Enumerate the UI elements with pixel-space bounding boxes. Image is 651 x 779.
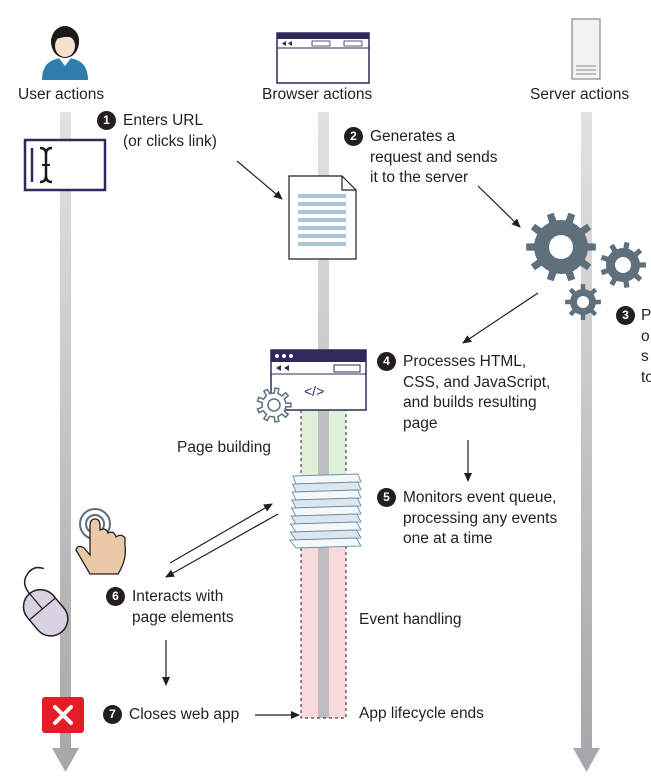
mouse-icon [22,566,69,637]
step-5-line-2: processing any events [403,509,558,527]
tap-hand-icon [75,508,126,575]
queue-sheet [292,473,362,485]
queue-sheet [290,505,362,517]
queue-sheet [289,521,362,533]
step-2-line-1: Generates a [370,128,456,145]
step-2-line-2: request and sends [370,148,498,166]
queue-sheet [291,481,362,493]
step-4-badge: 4 [377,352,396,371]
queue-sheet [290,513,362,525]
step-5-badge: 5 [377,488,396,507]
event-queue-icon [288,473,362,549]
small-gear-icon [565,284,601,320]
user-lifeline [52,112,79,772]
step-3-line-2: o [641,327,650,345]
queue-sheet [291,497,362,509]
step-1-line-1: Enters URL [123,112,204,129]
step-7-line-1: Closes web app [129,706,240,723]
large-gear-icon [526,212,596,282]
flow-arrows [162,160,539,719]
step-3-line-1: P [641,307,651,324]
server-lifeline [573,112,600,772]
step-2-badge: 2 [344,127,363,146]
text-cursor-icon [23,138,107,192]
step-4-line-4: page [403,414,438,432]
step-3-line-4: to [641,368,651,386]
arrow-request-to-server [477,185,521,228]
step-6-line-1: Interacts with [132,588,224,605]
step-3-badge: 3 [616,306,635,325]
step-6-line-2: page elements [132,608,234,626]
close-icon [42,697,84,733]
queue-sheet [291,489,362,501]
user-actions-header: User actions [18,86,105,103]
svg-text:</>: </> [304,383,324,399]
user-icon [42,26,88,80]
document-icon [288,175,357,260]
step-2-line-3: it to the server [370,169,469,186]
step-5-line-1: Monitors event queue, [403,489,557,506]
step-4-line-3: and builds resulting [403,394,537,411]
server-icon [571,18,601,80]
server-actions-header: Server actions [530,86,630,103]
step-1-line-2: (or clicks link) [123,132,217,150]
medium-gear-icon [600,242,646,288]
page-building-label: Page building [177,439,271,456]
browser-window-icon [276,32,370,84]
queue-sheet [288,537,362,549]
arrow-interact-to-queue [169,503,273,564]
step-6-badge: 6 [106,587,125,606]
queue-sheet [289,529,362,541]
step-4-line-1: Processes HTML, [403,353,527,370]
arrow-response-to-browser [462,292,539,344]
code-gear-icon [256,387,292,423]
step-4-line-2: CSS, and JavaScript, [403,373,551,391]
lifecycle-end-label: App lifecycle ends [359,705,484,722]
step-5-line-3: one at a time [403,530,493,547]
gears-icon [526,212,646,320]
browser-actions-header: Browser actions [262,86,373,103]
arrow-queue-to-user [165,513,279,578]
event-handling-label: Event handling [359,611,462,628]
step-1-badge: 1 [97,111,116,130]
code-window-icon: </> [256,349,367,423]
step-3-line-3: s [641,348,649,365]
step-7-badge: 7 [103,705,122,724]
arrow-url-to-request [236,160,283,200]
phase-border [300,404,347,719]
